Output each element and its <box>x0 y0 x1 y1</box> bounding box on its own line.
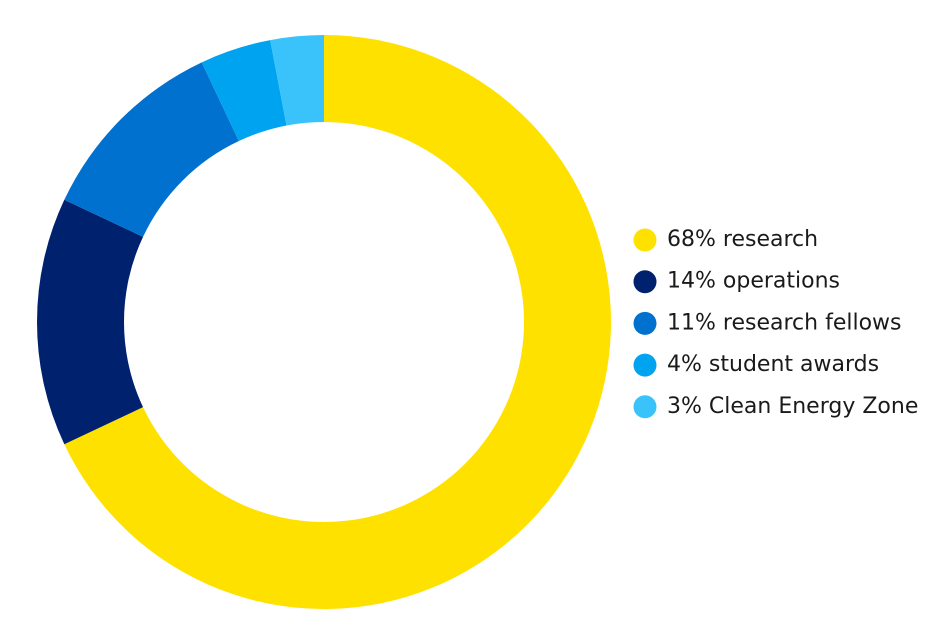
legend-value: 3% <box>667 394 702 419</box>
legend-swatch <box>633 353 657 377</box>
legend-swatch <box>633 311 657 335</box>
legend-entry: 11% research fellows <box>633 310 902 335</box>
legend-category: research fellows <box>723 310 902 335</box>
legend-entry: 68% research <box>633 227 818 252</box>
legend-label: 68% research <box>667 227 818 252</box>
legend-value: 4% <box>667 352 702 377</box>
legend-entry: 3% Clean Energy Zone <box>633 394 918 419</box>
legend-value: 11% <box>667 310 716 335</box>
donut-slice <box>64 62 239 237</box>
donut-slice <box>36 199 144 445</box>
legend-label: 11% research fellows <box>667 310 902 335</box>
legend-category: operations <box>723 269 840 294</box>
legend-label: 14% operations <box>667 269 840 294</box>
donut-slice <box>201 40 287 142</box>
legend-category: Clean Energy Zone <box>709 394 918 419</box>
legend-swatch <box>633 228 657 252</box>
legend-entry: 14% operations <box>633 269 840 294</box>
legend-value: 68% <box>667 227 716 252</box>
legend-label: 4% student awards <box>667 352 879 377</box>
legend-category: research <box>723 227 818 252</box>
donut-slice <box>64 35 611 609</box>
legend-value: 14% <box>667 269 716 294</box>
legend-swatch <box>633 395 657 419</box>
legend-entry: 4% student awards <box>633 352 879 377</box>
donut-slice <box>270 35 324 126</box>
legend-swatch <box>633 270 657 294</box>
legend-category: student awards <box>709 352 879 377</box>
legend-label: 3% Clean Energy Zone <box>667 394 918 419</box>
